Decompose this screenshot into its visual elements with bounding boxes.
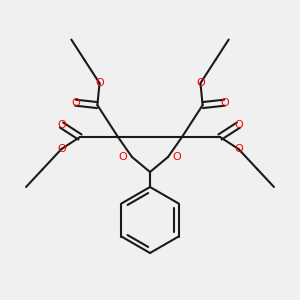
Text: O: O: [234, 144, 243, 154]
Text: O: O: [172, 152, 182, 162]
Text: O: O: [118, 152, 127, 162]
Text: O: O: [71, 98, 80, 108]
Text: O: O: [95, 78, 104, 88]
Text: O: O: [57, 120, 66, 130]
Text: O: O: [196, 78, 205, 88]
Text: O: O: [220, 98, 229, 108]
Text: O: O: [234, 120, 243, 130]
Text: O: O: [57, 144, 66, 154]
